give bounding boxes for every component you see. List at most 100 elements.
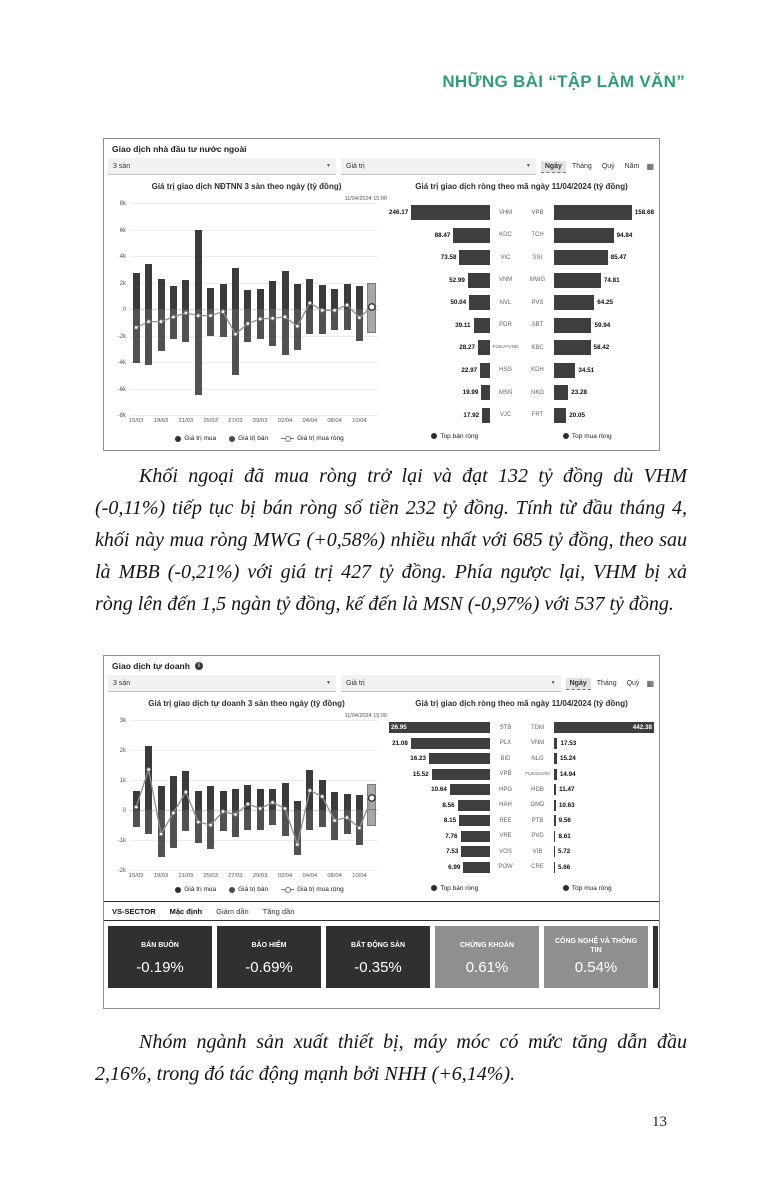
- legend-sell: Giá trị bán: [229, 435, 268, 442]
- sell-value: 19.99: [462, 389, 479, 396]
- sell-value: 39.11: [455, 321, 471, 329]
- x-tick-label: 02/04: [277, 418, 293, 424]
- legend-buy: Giá trị mua: [175, 886, 216, 893]
- sell-side: 21.08: [389, 737, 490, 749]
- buy-bar: [182, 279, 190, 309]
- buy-side: 10.63: [553, 799, 655, 811]
- buy-bar: [293, 283, 301, 309]
- hbar-row: 7.76 VRE PVD 8.61: [389, 830, 654, 842]
- sell-bar: [256, 810, 264, 830]
- buy-bar: [219, 790, 227, 810]
- hbar-row: 8.56 HAH GMD 10.63: [389, 799, 655, 811]
- tab-nam[interactable]: Năm: [624, 163, 640, 170]
- buy-side: 58.42: [553, 340, 655, 355]
- buy-bar: [553, 340, 591, 355]
- sell-side: 16.23: [389, 753, 490, 764]
- sell-value: 21.08: [392, 739, 408, 747]
- gridline: 2k: [120, 748, 378, 754]
- sell-value: 22.97: [461, 366, 478, 374]
- buy-bar: [553, 385, 569, 400]
- buy-bar: [553, 317, 592, 333]
- hbar-row: 52.99 VNM MWG 74.81: [389, 272, 654, 288]
- sell-side: 8.15: [389, 815, 490, 826]
- hbar-row: 21.08 PLX VNM 17.53: [389, 737, 655, 749]
- x-tick-label: 21/03: [178, 873, 194, 879]
- sell-bar: 26.95: [389, 722, 490, 733]
- buy-ticker: FRT: [531, 412, 544, 418]
- hbar-row: 50.04 NVL PVS 64.25: [389, 295, 654, 310]
- metric-dropdown[interactable]: Giá trị ▼: [341, 675, 561, 692]
- sell-bar: [431, 768, 490, 780]
- market-dropdown[interactable]: 3 sàn ▼: [108, 675, 336, 692]
- sell-ticker: VRE: [499, 833, 512, 839]
- sector-tile[interactable]: CHỨNG KHOÁN 0.61%: [435, 926, 539, 988]
- sell-bar: [293, 309, 301, 351]
- buy-bar: [553, 784, 557, 795]
- paragraph-foreign-flow: Khối ngoại đã mua ròng trở lại và đạt 13…: [95, 465, 687, 615]
- buy-value: 442.38: [632, 724, 652, 731]
- buy-side: 158.68: [553, 205, 654, 220]
- sort-ascending[interactable]: Tăng dần: [262, 907, 295, 916]
- panel-title-row: Giao dịch tự doanh i: [104, 656, 659, 675]
- sell-side: 39.11: [389, 317, 490, 333]
- buy-value: 85.47: [610, 254, 627, 261]
- sell-bar: [477, 340, 490, 355]
- tab-quy[interactable]: Quý: [626, 680, 640, 687]
- y-tick-label: 2k: [119, 280, 126, 287]
- sell-bar: [306, 309, 314, 335]
- y-tick-label: 6k: [119, 227, 126, 234]
- sell-side: 10.64: [389, 784, 490, 795]
- sell-ticker: HPG: [498, 786, 512, 793]
- legend-top-sell: Top bán ròng: [431, 885, 478, 892]
- x-tick-label: 04/04: [302, 873, 318, 879]
- tab-ngay[interactable]: Ngày: [540, 160, 566, 173]
- sector-tile[interactable]: CÔNG NGHỆ VÀ THÔNG TIN 0.54%: [544, 926, 648, 988]
- daily-chart: Giá trị giao dịch NĐTNN 3 sàn theo ngày …: [104, 178, 389, 442]
- sell-ticker: MSN: [498, 389, 513, 396]
- sector-tile[interactable]: BẤT ĐỘNG SẢN -0.35%: [326, 926, 430, 988]
- market-dropdown[interactable]: 3 sàn ▼: [108, 158, 336, 175]
- sell-side: 15.52: [389, 768, 490, 780]
- sector-tile[interactable]: BÁN BUÔN -0.19%: [108, 926, 212, 988]
- buy-side: 17.53: [553, 737, 655, 749]
- sector-tile-value: 0.61%: [465, 959, 509, 976]
- tab-thang[interactable]: Tháng: [571, 163, 592, 170]
- info-icon[interactable]: i: [194, 662, 203, 670]
- chevron-down-icon: ▼: [525, 163, 531, 169]
- sell-bar: [182, 309, 190, 343]
- tab-thang[interactable]: Tháng: [596, 680, 617, 687]
- sell-value: 50.04: [450, 299, 467, 306]
- sector-tile[interactable]: BẢO HIỂM -0.69%: [217, 926, 321, 988]
- table-icon[interactable]: ▦: [646, 679, 654, 688]
- sort-descending[interactable]: Giảm dần: [216, 907, 249, 916]
- sell-value: 6.99: [448, 863, 461, 871]
- buy-value: 34.51: [578, 366, 595, 374]
- sell-side: 7.53: [389, 846, 490, 857]
- sort-default[interactable]: Mặc định: [169, 907, 203, 916]
- sell-side: 26.95: [389, 722, 490, 733]
- chart-title: Giá trị giao dịch NĐTNN 3 sàn theo ngày …: [151, 182, 342, 191]
- by-ticker-chart: Giá trị giao dịch ròng theo mã ngày 11/0…: [389, 695, 659, 893]
- sell-side: 22.97: [389, 362, 490, 378]
- tab-quy[interactable]: Quý: [601, 163, 615, 170]
- buy-bar: [553, 815, 556, 826]
- chart-timestamp: 11/04/2024 15:00: [344, 196, 387, 202]
- buy-bar: [331, 289, 339, 309]
- buy-bar: [318, 285, 326, 309]
- sell-side: 28.27: [389, 340, 490, 355]
- buy-ticker: CRE: [531, 864, 544, 870]
- sell-value: 7.76: [445, 832, 458, 840]
- buy-value: 5.66: [558, 863, 571, 871]
- sell-bar: [343, 309, 351, 331]
- sell-ticker: VNM: [498, 277, 513, 283]
- sell-bar: [459, 250, 490, 265]
- y-tick-label: 4k: [119, 254, 126, 260]
- sell-bar: [453, 227, 490, 243]
- buy-bar: [553, 846, 555, 857]
- tab-ngay[interactable]: Ngày: [565, 677, 591, 690]
- legend-net: Giá trị mua ròng: [281, 886, 344, 893]
- charts-row: Giá trị giao dịch tự doanh 3 sàn theo ng…: [104, 695, 659, 893]
- metric-dropdown[interactable]: Giá trị ▼: [341, 158, 536, 175]
- table-icon[interactable]: ▦: [646, 162, 654, 171]
- sell-value: 16.23: [410, 755, 426, 762]
